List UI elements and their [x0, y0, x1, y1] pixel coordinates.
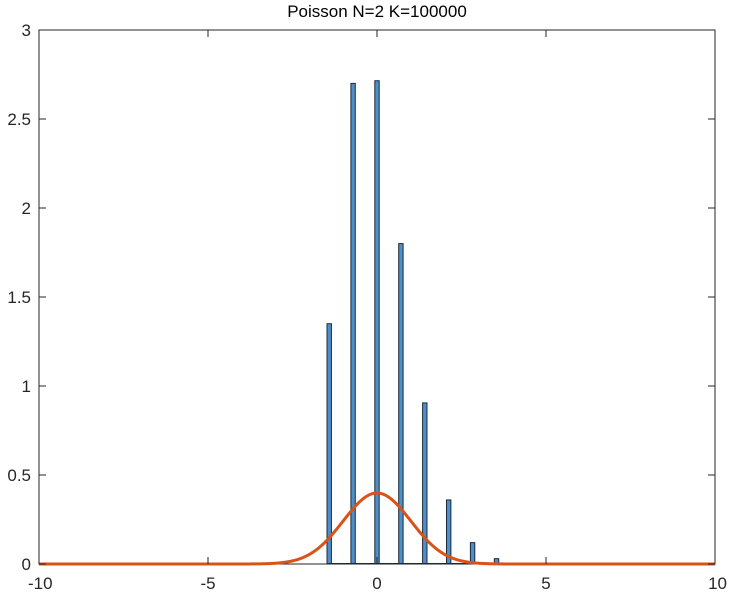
histogram-bar [398, 243, 404, 565]
y-tick-label: 0 [22, 555, 31, 574]
histogram-bars [326, 80, 500, 565]
normal-pdf-curve [39, 491, 715, 566]
y-tick-label: 0.5 [7, 466, 31, 485]
y-tick-label: 1 [22, 377, 31, 396]
x-tick-label: -5 [200, 574, 215, 593]
y-tick-label: 2.5 [7, 110, 31, 129]
x-axis-ticks: -10 -5 0 5 10 [28, 30, 727, 593]
chart-title: Poisson N=2 K=100000 [287, 2, 467, 21]
x-tick-label: 10 [708, 574, 727, 593]
x-tick-label: 5 [541, 574, 550, 593]
x-tick-label: 0 [372, 574, 381, 593]
histogram-bar [326, 323, 332, 565]
y-tick-label: 2 [22, 199, 31, 218]
y-tick-label: 1.5 [7, 288, 31, 307]
y-axis-ticks: 0 0.5 1 1.5 2 2.5 3 [7, 21, 715, 574]
y-tick-label: 3 [22, 21, 31, 40]
histogram-bar [469, 542, 476, 565]
histogram-bar [350, 82, 356, 565]
x-tick-label: -10 [28, 574, 53, 593]
normal-curve-layer [39, 491, 715, 566]
